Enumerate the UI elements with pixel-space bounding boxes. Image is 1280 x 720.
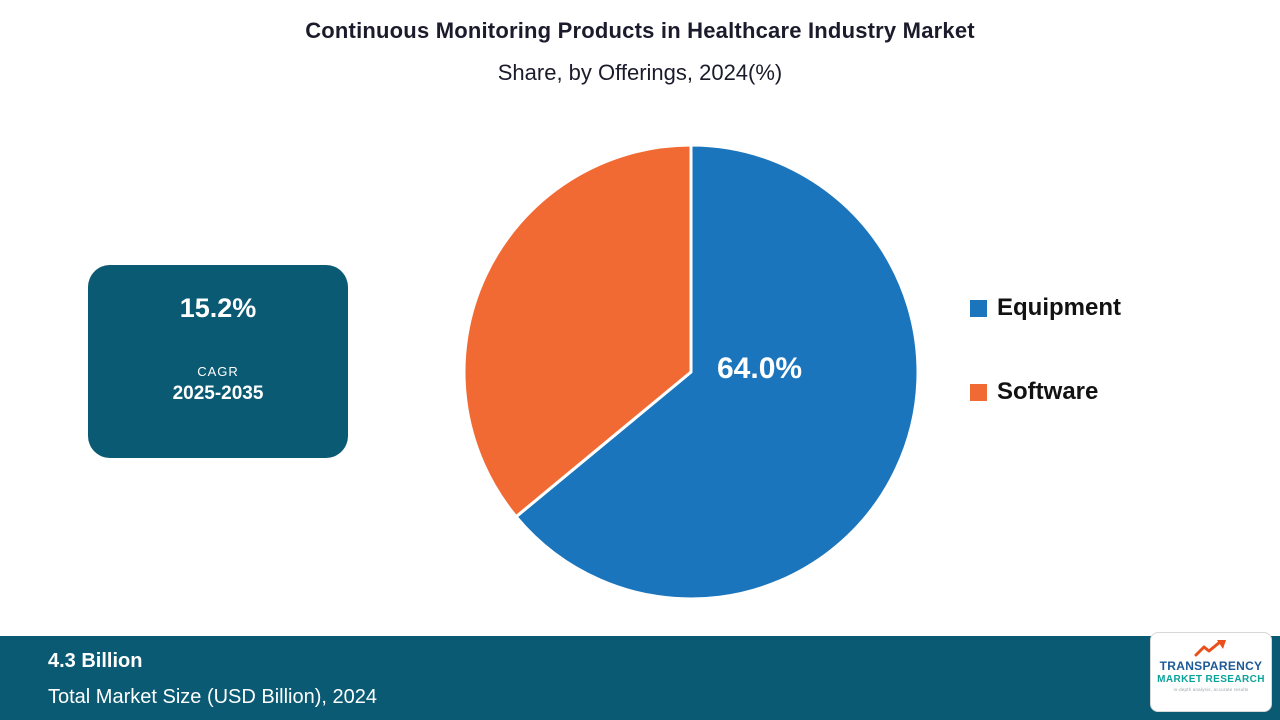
pie-chart-svg: [462, 143, 920, 601]
logo-arrow-icon: [1194, 640, 1226, 657]
logo-name-line1: TRANSPARENCY: [1159, 659, 1263, 673]
legend-label: Software: [997, 378, 1099, 405]
pie-chart: [461, 142, 921, 602]
cagr-card: 15.2% CAGR 2025-2035: [88, 265, 348, 458]
total-market-size-value: 4.3 Billion: [48, 650, 143, 672]
logo-name-line2: MARKET RESEARCH: [1157, 674, 1265, 685]
pie-slice-software: [462, 143, 693, 519]
pie-slice-label: 64.0%: [717, 352, 803, 385]
logo-tagline: in-depth analysis, accurate results: [1173, 687, 1249, 692]
logo-card: TRANSPARENCY MARKET RESEARCH in-depth an…: [1150, 632, 1272, 712]
chart-subtitle: Share, by Offerings, 2024(%): [497, 60, 783, 85]
legend-swatch: [970, 383, 987, 401]
cagr-value: 15.2%: [179, 293, 257, 323]
chart-legend: Equipment Software: [970, 294, 1121, 406]
chart-title: Continuous Monitoring Products in Health…: [305, 18, 975, 43]
legend-label: Equipment: [997, 294, 1121, 321]
total-market-size-caption: Total Market Size (USD Billion), 2024: [48, 686, 378, 708]
pie-slice-equipment: [514, 143, 920, 601]
cagr-period: 2025-2035: [172, 383, 264, 404]
footer-bar: 4.3 Billion Total Market Size (USD Billi…: [0, 636, 1280, 720]
cagr-label: CAGR: [197, 364, 239, 379]
legend-swatch: [970, 299, 987, 317]
legend-item-software: Software: [970, 378, 1121, 406]
legend-item-equipment: Equipment: [970, 294, 1121, 322]
